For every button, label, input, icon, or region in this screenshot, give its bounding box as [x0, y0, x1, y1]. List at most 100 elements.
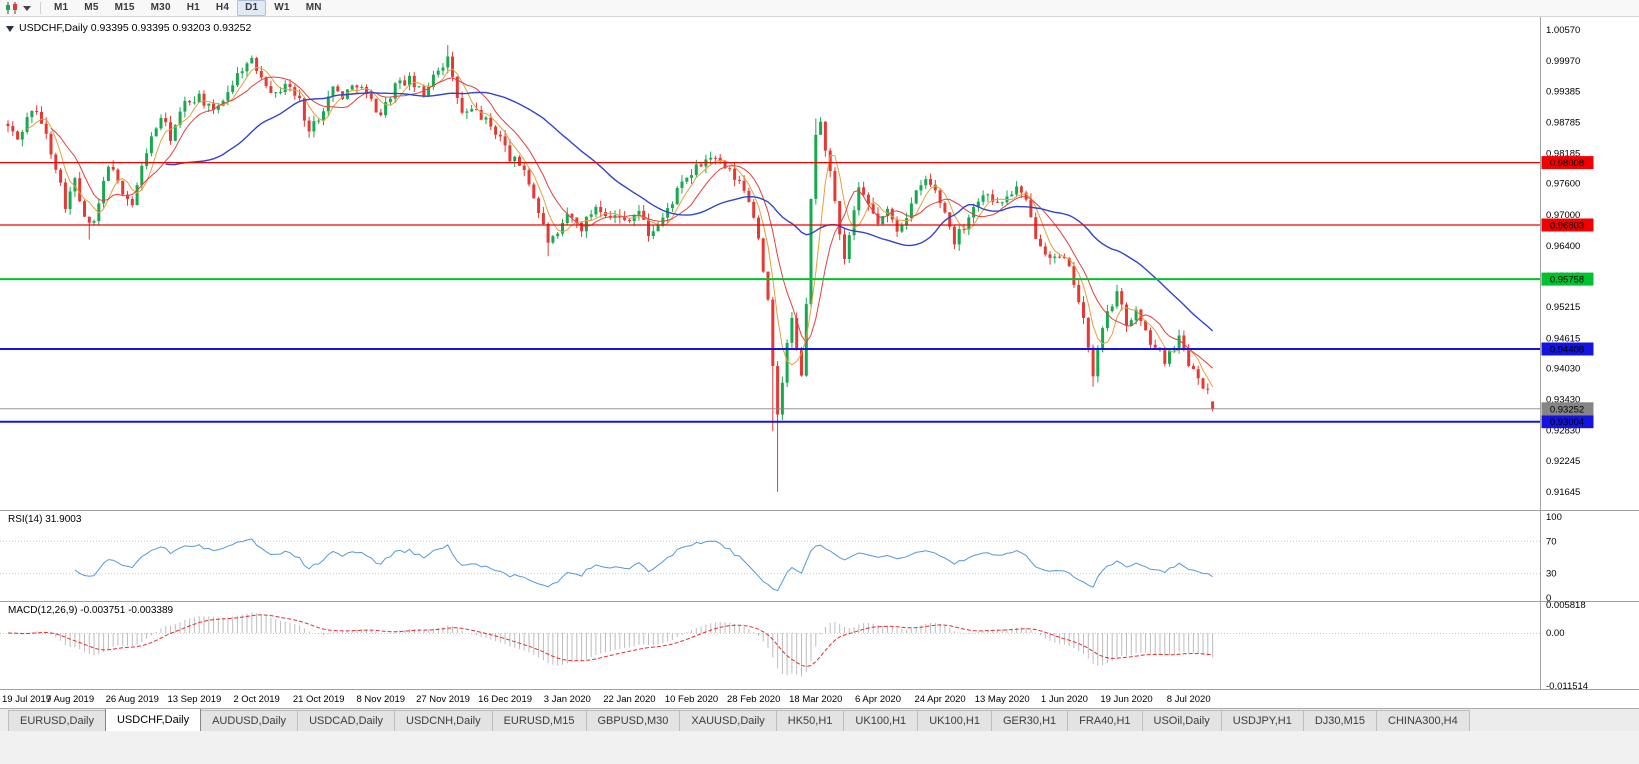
svg-text:26 Aug 2019: 26 Aug 2019 — [106, 694, 159, 705]
svg-text:0.98008: 0.98008 — [1550, 158, 1584, 169]
svg-text:10 Feb 2020: 10 Feb 2020 — [665, 694, 718, 705]
svg-text:0.92830: 0.92830 — [1546, 426, 1580, 437]
price-level-tag: 0.95758 — [1541, 272, 1594, 286]
macd-signal-line — [7, 614, 1213, 668]
svg-text:0.96400: 0.96400 — [1546, 241, 1580, 252]
timeframe-button-H1[interactable]: H1 — [186, 2, 200, 13]
chart-tab-usdjpy-h1[interactable]: USDJPY,H1 — [1220, 710, 1304, 731]
svg-text:0.91645: 0.91645 — [1546, 487, 1580, 498]
svg-text:0.94030: 0.94030 — [1546, 364, 1580, 375]
svg-text:0.93004: 0.93004 — [1550, 417, 1584, 428]
chart-type-icon[interactable] — [3, 2, 21, 15]
svg-text:0.98785: 0.98785 — [1546, 117, 1580, 128]
svg-text:1.00570: 1.00570 — [1546, 25, 1580, 36]
chart-tab-usdcad-daily[interactable]: USDCAD,Daily — [297, 710, 396, 731]
svg-text:8 Nov 2019: 8 Nov 2019 — [357, 694, 406, 705]
chart-tab-dj30-m15[interactable]: DJ30,M15 — [1302, 710, 1377, 731]
timeframe-button-M15[interactable]: M15 — [114, 2, 135, 13]
svg-text:7 Aug 2019: 7 Aug 2019 — [46, 694, 94, 705]
timeframe-button-W1[interactable]: W1 — [274, 2, 290, 13]
price-level-tag: 0.94408 — [1541, 342, 1594, 356]
chart-tab-audusd-daily[interactable]: AUDUSD,Daily — [200, 710, 299, 731]
svg-text:30: 30 — [1546, 569, 1557, 580]
chart-tab-china300-h4[interactable]: CHINA300,H4 — [1376, 710, 1470, 731]
status-area — [0, 731, 1639, 764]
chart-tabs-bar: EURUSD,Daily USDCHF,Daily AUDUSD,Daily USDC… — [0, 708, 1639, 731]
chart-tab-ger30-h1[interactable]: GER30,H1 — [990, 710, 1069, 731]
svg-text:0.97600: 0.97600 — [1546, 179, 1580, 190]
macd-panel: 0.005818 0.00 -0.011514 — [0, 600, 1588, 692]
svg-text:19 Jul 2019: 19 Jul 2019 — [2, 694, 51, 705]
chart-tab-fra40-h1[interactable]: FRA40,H1 — [1067, 710, 1143, 731]
price-axis: 1.00570 0.99970 0.99385 0.98785 0.98185 0.976… — [1541, 25, 1594, 498]
chart-type-dropdown-icon[interactable] — [23, 5, 31, 11]
svg-text:70: 70 — [1546, 536, 1557, 547]
svg-text:27 Nov 2019: 27 Nov 2019 — [416, 694, 470, 705]
svg-text:-0.011514: -0.011514 — [1546, 681, 1588, 692]
timeframe-button-M30[interactable]: M30 — [150, 2, 171, 13]
svg-text:6 Apr 2020: 6 Apr 2020 — [855, 694, 901, 705]
timeframe-button-MN[interactable]: MN — [305, 2, 322, 13]
svg-text:24 Apr 2020: 24 Apr 2020 — [914, 694, 965, 705]
chart-tab-usdcnh-daily[interactable]: USDCNH,Daily — [394, 710, 493, 731]
chart-tab-uk100-h1[interactable]: UK100,H1 — [917, 710, 992, 731]
svg-text:0.97000: 0.97000 — [1546, 210, 1580, 221]
svg-text:3 Jan 2020: 3 Jan 2020 — [544, 694, 591, 705]
timeframe-toolbar: M1 M5 M15 M30 H1 H4 D1 W1 MN — [0, 0, 1639, 17]
svg-text:0.94615: 0.94615 — [1546, 333, 1580, 344]
price-level-tag: 0.93004 — [1541, 415, 1594, 429]
svg-text:18 Mar 2020: 18 Mar 2020 — [789, 694, 842, 705]
svg-text:0.95215: 0.95215 — [1546, 302, 1580, 313]
svg-text:1 Jun 2020: 1 Jun 2020 — [1041, 694, 1088, 705]
svg-text:8 Jul 2020: 8 Jul 2020 — [1167, 694, 1211, 705]
svg-text:0.96803: 0.96803 — [1550, 220, 1584, 231]
svg-text:0.95758: 0.95758 — [1550, 275, 1584, 286]
collapse-chart-icon[interactable] — [6, 26, 14, 32]
svg-text:0.99385: 0.99385 — [1546, 86, 1580, 97]
svg-text:13 Sep 2019: 13 Sep 2019 — [167, 694, 221, 705]
svg-text:0.99970: 0.99970 — [1546, 56, 1580, 67]
svg-text:0.00: 0.00 — [1546, 628, 1565, 639]
svg-text:0.93252: 0.93252 — [1550, 404, 1584, 415]
chart-tab-gbpusd-m30[interactable]: GBPUSD,M30 — [585, 710, 681, 731]
chart-tab-uk100-h1[interactable]: UK100,H1 — [843, 710, 919, 731]
chart-tab-eurusd-m15[interactable]: EURUSD,M15 — [491, 710, 587, 731]
moving-averages-layer — [26, 66, 1214, 388]
svg-text:19 Jun 2020: 19 Jun 2020 — [1100, 694, 1152, 705]
horizontal-lines-layer[interactable] — [0, 162, 1540, 423]
timeframe-button-D1[interactable]: D1 — [237, 0, 267, 16]
svg-text:2 Oct 2019: 2 Oct 2019 — [233, 694, 279, 705]
svg-text:0.92245: 0.92245 — [1546, 456, 1580, 467]
candles-layer — [6, 45, 1215, 492]
svg-text:0: 0 — [1546, 593, 1551, 604]
timeframe-buttons: M1 M5 M15 M30 H1 H4 D1 W1 MN — [46, 0, 330, 16]
toolbar-separator — [40, 2, 41, 14]
price-level-tag: 0.98008 — [1541, 156, 1594, 169]
timeframe-button-H4[interactable]: H4 — [215, 2, 230, 13]
svg-text:0.93430: 0.93430 — [1546, 395, 1580, 406]
svg-text:28 Feb 2020: 28 Feb 2020 — [727, 694, 780, 705]
svg-text:22 Jan 2020: 22 Jan 2020 — [603, 694, 655, 705]
candlestick-chart[interactable]: 1.00570 0.99970 0.99385 0.98785 0.98185 0.976… — [0, 17, 1639, 708]
timeframe-button-M5[interactable]: M5 — [84, 2, 99, 13]
svg-text:0.94408: 0.94408 — [1550, 344, 1584, 355]
chart-tab-hk50-h1[interactable]: HK50,H1 — [775, 710, 845, 731]
chart-tab-usoil-daily[interactable]: USOil,Daily — [1141, 710, 1222, 731]
timeframe-button-M1[interactable]: M1 — [54, 2, 69, 13]
svg-text:0.005818: 0.005818 — [1546, 600, 1586, 611]
svg-text:13 May 2020: 13 May 2020 — [975, 694, 1030, 705]
bid-price-tag: 0.93252 — [1541, 402, 1594, 415]
svg-text:0.98185: 0.98185 — [1546, 148, 1580, 159]
rsi-line — [74, 538, 1213, 592]
price-level-tag: 0.96803 — [1541, 218, 1594, 232]
svg-text:16 Dec 2019: 16 Dec 2019 — [478, 694, 532, 705]
chart-tab-eurusd-daily[interactable]: EURUSD,Daily — [8, 710, 106, 731]
chart-area[interactable]: USDCHF,Daily 0.93395 0.93395 0.93203 0.9… — [0, 17, 1639, 708]
svg-text:21 Oct 2019: 21 Oct 2019 — [293, 694, 345, 705]
svg-text:100: 100 — [1546, 512, 1562, 523]
chart-tab-xauusd-daily[interactable]: XAUUSD,Daily — [679, 710, 777, 731]
chart-tab-usdchf-daily[interactable]: USDCHF,Daily — [104, 709, 202, 731]
panel-separators[interactable] — [0, 17, 1639, 690]
rsi-panel: 100 70 30 0 — [0, 512, 1562, 604]
